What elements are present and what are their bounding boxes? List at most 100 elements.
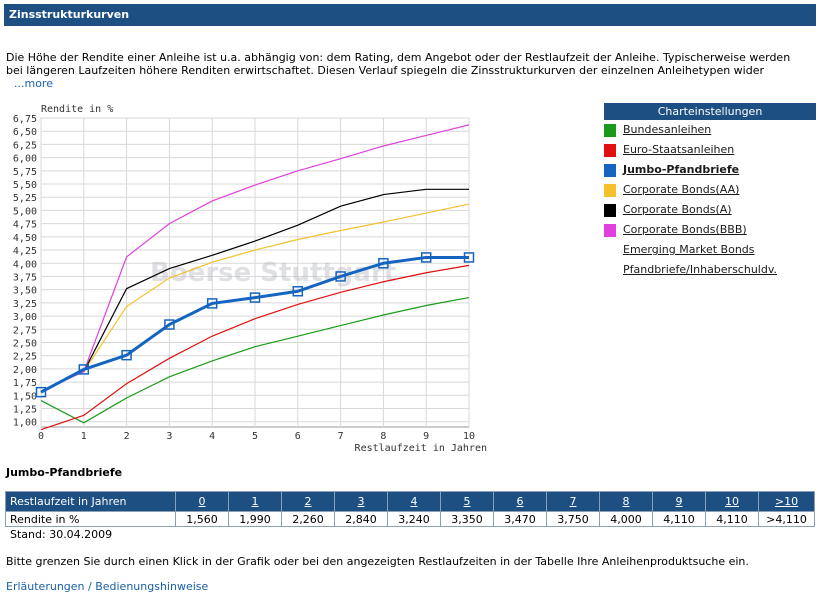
maturity-col-10[interactable]: 10 [705, 491, 759, 512]
maturity-link[interactable]: >10 [774, 495, 799, 508]
maturity-col-3[interactable]: 3 [334, 491, 388, 512]
maturity-link[interactable]: 4 [410, 495, 418, 508]
legend-label[interactable]: Corporate Bonds(BBB) [623, 223, 747, 236]
series-line-0[interactable] [40, 296, 470, 424]
yield-value-2: 2,260 [281, 511, 335, 527]
legend-label[interactable]: Euro-Staatsanleihen [623, 143, 735, 156]
maturity-link[interactable]: 7 [569, 495, 577, 508]
maturity-link[interactable]: 10 [725, 495, 739, 508]
series-line-2[interactable] [40, 203, 470, 392]
data-point[interactable] [463, 252, 475, 263]
y-tick-label: 4,75 [13, 220, 37, 231]
x-tick-label: 5 [252, 431, 258, 442]
yield-value-0: 1,560 [175, 511, 229, 527]
series-line-1[interactable] [40, 264, 470, 431]
x-tick-label: 6 [295, 431, 301, 442]
y-tick-label: 4,50 [13, 233, 37, 244]
yield-value-6: 3,470 [493, 511, 547, 527]
legend-item-1[interactable]: Euro-Staatsanleihen [604, 140, 816, 160]
legend-item-0[interactable]: Bundesanleihen [604, 120, 816, 140]
y-tick-label: 5,25 [13, 193, 37, 204]
legend-item-6[interactable]: Emerging Market Bonds [604, 240, 816, 260]
data-point[interactable] [121, 349, 132, 361]
data-point[interactable] [164, 319, 175, 330]
maturity-link[interactable]: 0 [198, 495, 206, 508]
maturity-link[interactable]: 3 [357, 495, 365, 508]
maturity-col-8[interactable]: 8 [599, 491, 653, 512]
data-point[interactable] [206, 298, 218, 309]
y-tick-label: 6,75 [13, 114, 37, 125]
legend-swatch [604, 204, 616, 217]
page-title: Zinsstrukturkurven [4, 4, 816, 26]
yield-value-10: 4,110 [705, 511, 759, 527]
maturity-link[interactable]: 9 [675, 495, 683, 508]
legend-swatch [604, 184, 616, 197]
maturity-col-7[interactable]: 7 [546, 491, 600, 512]
y-tick-label: 1,00 [13, 418, 37, 429]
data-point[interactable] [420, 252, 432, 263]
x-axis-label: Restlaufzeit in Jahren [355, 443, 487, 454]
maturity-col-1[interactable]: 1 [228, 491, 282, 512]
legend-item-5[interactable]: Corporate Bonds(BBB) [604, 220, 816, 240]
y-tick-label: 5,00 [13, 206, 37, 217]
maturity-col-0[interactable]: 0 [175, 491, 229, 512]
y-tick-label: 6,25 [13, 140, 37, 151]
data-point[interactable] [378, 258, 389, 269]
legend-item-3[interactable]: Corporate Bonds(AA) [604, 180, 816, 200]
yield-curve-chart[interactable]: 1,00 1,25 1,50 1,75 2,00 2,25 2,50 2,75 3,00 3,25… [0, 100, 500, 460]
legend-label[interactable]: Emerging Market Bonds [623, 243, 755, 256]
x-tick-label: 8 [380, 431, 386, 442]
maturity-col-2[interactable]: 2 [281, 491, 335, 512]
maturity-col-5[interactable]: 5 [440, 491, 494, 512]
yield-table: Restlaufzeit in Jahren 0 1 2 3 4 5 6 7 8 9 10 >10 R… [5, 491, 815, 527]
legend-swatch [604, 164, 616, 177]
legend-item-7[interactable]: Pfandbriefe/Inhaberschuldv. [604, 260, 816, 280]
x-tick-label: 9 [423, 431, 429, 442]
series-line-3[interactable] [40, 188, 469, 392]
series-line-4[interactable] [40, 124, 470, 392]
data-point[interactable] [249, 292, 261, 303]
y-tick-label: 3,00 [13, 312, 37, 323]
legend-item-4[interactable]: Corporate Bonds(A) [604, 200, 816, 220]
data-point[interactable] [35, 386, 47, 398]
legend-label[interactable]: Jumbo-Pfandbriefe [623, 163, 740, 176]
y-tick-label: 1,25 [13, 405, 37, 416]
y-tick-label: 4,25 [13, 246, 37, 257]
y-tick-label: 3,75 [13, 272, 37, 283]
x-tick-label: 0 [38, 431, 44, 442]
legend-item-2[interactable]: Jumbo-Pfandbriefe [604, 160, 816, 180]
maturity-link[interactable]: 5 [463, 495, 471, 508]
maturity-col-4[interactable]: 4 [387, 491, 441, 512]
y-tick-label: 2,75 [13, 325, 37, 336]
chart-settings-title: Charteinstellungen [604, 103, 816, 120]
series-line-5[interactable] [40, 255, 469, 394]
maturity-link[interactable]: 6 [516, 495, 524, 508]
x-tick-label: 1 [81, 431, 87, 442]
yield-value-5: 3,350 [440, 511, 494, 527]
legend-label[interactable]: Corporate Bonds(A) [623, 203, 732, 216]
data-point[interactable] [78, 364, 90, 375]
maturity-col-9[interactable]: 9 [652, 491, 706, 512]
data-point[interactable] [335, 271, 346, 282]
legend-label[interactable]: Corporate Bonds(AA) [623, 183, 740, 196]
intro-paragraph: Die Höhe der Rendite einer Anleihe ist u… [6, 51, 791, 77]
y-tick-label: 2,50 [13, 338, 37, 349]
maturity-link[interactable]: 1 [251, 495, 259, 508]
data-point[interactable] [292, 286, 304, 297]
maturity-col-11[interactable]: >10 [758, 491, 815, 512]
maturity-header: Restlaufzeit in Jahren [5, 491, 176, 512]
maturity-link[interactable]: 2 [304, 495, 312, 508]
legend-label[interactable]: Bundesanleihen [623, 123, 712, 136]
legend-label[interactable]: Pfandbriefe/Inhaberschuldv. [623, 263, 777, 276]
y-tick-label: 1,75 [13, 378, 37, 389]
x-tick-label: 2 [124, 431, 130, 442]
as-of-date: Stand: 30.04.2009 [10, 528, 113, 541]
y-tick-label: 6,50 [13, 127, 37, 138]
legend-swatch [604, 124, 616, 137]
maturity-col-6[interactable]: 6 [493, 491, 547, 512]
help-link[interactable]: Erläuterungen / Bedienungshinweise [6, 580, 209, 593]
x-tick-label: 4 [209, 431, 215, 442]
maturity-link[interactable]: 8 [622, 495, 630, 508]
more-link[interactable]: ...more [14, 77, 53, 90]
chart-legend: Bundesanleihen Euro-Staatsanleihen Jumbo-P… [604, 120, 816, 280]
